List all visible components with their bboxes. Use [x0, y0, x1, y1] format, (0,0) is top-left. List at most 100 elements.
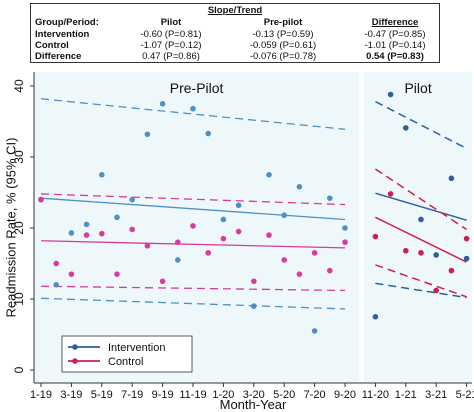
table-row: Difference 0.47 (P=0.86) -0.076 (P=0.78)… [31, 51, 439, 62]
data-point [144, 131, 151, 138]
data-point [387, 191, 394, 197]
data-point [448, 175, 455, 182]
data-point [129, 196, 135, 203]
data-point [342, 239, 348, 245]
table-cell: 0.54 (P=0.83) [366, 51, 424, 62]
x-tick-label: 11-19 [179, 389, 206, 401]
table-cell: -1.07 (P=0.12) [140, 40, 202, 51]
data-point [220, 216, 227, 223]
panel-pilot-bg [364, 72, 472, 383]
ci-upper-line [374, 168, 468, 231]
trend-line [375, 216, 467, 263]
data-point [175, 257, 181, 263]
x-tick-label: 9-20 [334, 389, 356, 401]
slope-trend-table: Slope/Trend Group/Period: Pilot Pre-pilo… [30, 3, 440, 63]
data-point [205, 130, 211, 137]
table-cell: -0.47 (P=0.85) [364, 29, 426, 40]
data-point [159, 100, 166, 107]
data-point [433, 252, 440, 258]
y-tick-label: 40 [12, 79, 26, 93]
data-point [38, 196, 44, 203]
legend-label: Intervention [108, 342, 165, 354]
trend-line [375, 192, 467, 221]
data-point [205, 250, 211, 256]
table-title: Slope/Trend [207, 5, 263, 16]
x-tick-label: 7-19 [121, 389, 143, 401]
ci-upper-line [40, 193, 346, 206]
x-tick-label: 7-20 [304, 389, 326, 401]
table-cell: -0.076 (P=0.78) [249, 51, 317, 62]
table-row: Intervention -0.60 (P=0.81) -0.13 (P=0.5… [31, 29, 439, 40]
x-tick-label: 1-21 [395, 389, 417, 401]
x-tick-label: 5-21 [456, 389, 474, 401]
data-point [311, 250, 318, 256]
data-point [418, 216, 424, 223]
data-point [327, 267, 333, 274]
data-point [235, 228, 242, 235]
data-point [296, 184, 303, 190]
legend-label: Control [108, 356, 143, 368]
ci-upper-line [40, 98, 346, 130]
data-point [129, 226, 135, 233]
y-tick-label: 20 [12, 221, 26, 235]
legend-marker [72, 358, 78, 364]
y-tick-label: 10 [12, 292, 26, 306]
ci-upper-line [375, 100, 467, 150]
legend: Intervention Control [61, 335, 193, 373]
table-cell: Intervention [35, 29, 90, 40]
data-point [463, 235, 470, 242]
y-tick-label: 0 [12, 366, 26, 373]
table-cell: -0.059 (P=0.61) [249, 40, 317, 51]
data-point [99, 171, 105, 178]
x-tick-label: 3-19 [60, 389, 82, 401]
data-point [235, 202, 242, 209]
y-axis-label: Readmission Rate, % (95% CI) [3, 138, 18, 318]
ci-lower-line [375, 282, 467, 299]
table-cell: -1.01 (P=0.14) [364, 40, 426, 51]
data-point [114, 214, 120, 221]
data-point [311, 328, 318, 334]
data-point [83, 221, 90, 228]
data-point [220, 235, 227, 242]
table-cell: 0.47 (P=0.86) [142, 51, 200, 62]
table-header-cell: Difference [371, 17, 419, 28]
trend-line [40, 240, 346, 249]
table-header-cell: Pre-pilot [263, 17, 303, 28]
table-header-row: Group/Period: Pilot Pre-pilot Difference [31, 17, 439, 28]
x-tick-label: 3-20 [243, 389, 265, 401]
table-row: Control -1.07 (P=0.12) -0.059 (P=0.61) -… [31, 40, 439, 51]
table-header-cell: Pilot [160, 17, 182, 28]
x-tick-label: 5-20 [273, 389, 295, 401]
table-cell: Difference [35, 51, 82, 62]
x-tick-label: 11-20 [362, 389, 389, 401]
data-point [296, 271, 303, 277]
trend-line [40, 197, 346, 221]
x-tick-label: 9-19 [152, 389, 174, 401]
data-point [159, 278, 166, 285]
ci-lower-line [375, 264, 467, 298]
table-cell: -0.60 (P=0.81) [140, 29, 202, 40]
data-point [175, 239, 181, 245]
data-point [68, 230, 75, 236]
x-tick-label: 1-19 [30, 389, 52, 401]
data-point [463, 255, 470, 262]
data-point [190, 105, 196, 112]
ci-lower-line [40, 285, 346, 292]
data-point [83, 232, 90, 238]
x-tick-label: 1-20 [212, 389, 234, 401]
data-point [190, 223, 196, 229]
data-point [144, 242, 151, 249]
ci-lower-line [40, 297, 346, 310]
panel-label: Pilot [404, 80, 431, 96]
data-point [251, 278, 257, 285]
x-axis-label: Month-Year [220, 397, 287, 412]
table-cell: -0.13 (P=0.59) [252, 29, 314, 40]
data-point [327, 195, 333, 201]
data-point [403, 125, 409, 131]
data-point [418, 250, 424, 256]
data-point [281, 257, 288, 263]
legend-box [61, 335, 193, 373]
data-point [342, 225, 348, 231]
data-point [114, 271, 120, 277]
